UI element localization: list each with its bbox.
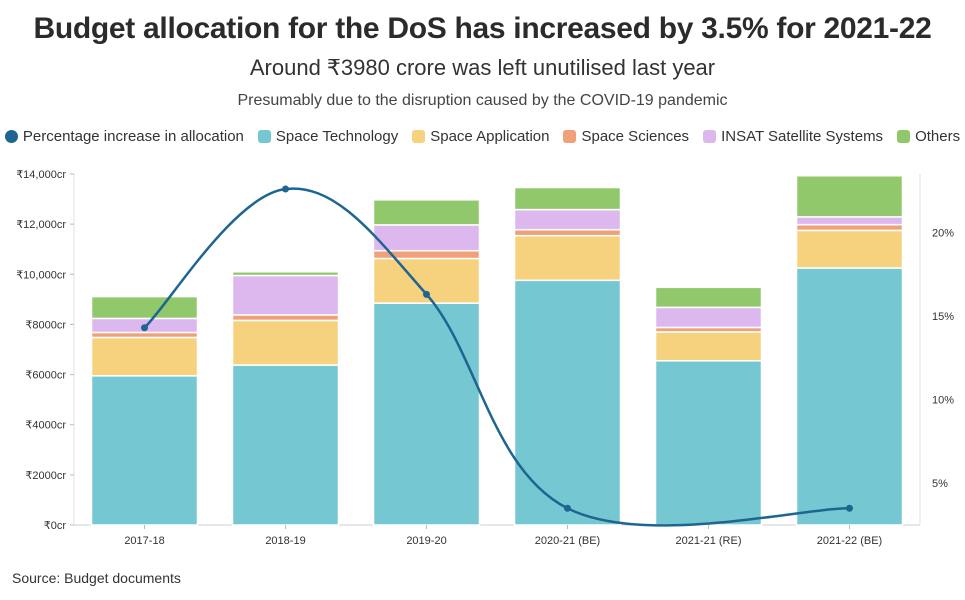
legend-label-space-sciences: Space Sciences — [581, 128, 690, 145]
x-tick-label: 2019-20 — [406, 535, 446, 547]
legend-swatch-insat — [703, 130, 717, 143]
x-tick-label: 2017-18 — [124, 535, 164, 547]
bar-segment — [90, 336, 199, 377]
bar-segment — [795, 216, 904, 226]
bar-segment — [90, 331, 199, 339]
bar-segment — [231, 314, 340, 322]
bar-segment — [513, 208, 622, 231]
legend-swatch-others — [897, 130, 911, 143]
legend-item-space-technology: Space Technology — [257, 128, 399, 145]
chart-title: Budget allocation for the DoS has increa… — [33, 12, 932, 45]
x-tick-label: 2021-21 (RE) — [675, 535, 741, 547]
y-tick-label-left: ₹4000cr — [25, 420, 66, 432]
x-tick-label: 2021-22 (BE) — [817, 535, 882, 547]
percentage-point — [282, 185, 289, 193]
bar-segment — [513, 279, 622, 526]
source-note: Source: Budget documents — [12, 570, 181, 586]
legend-swatch-percentage — [4, 130, 18, 143]
bar-segment — [513, 228, 622, 237]
legend-label-insat: INSAT Satellite Systems — [721, 128, 884, 145]
legend-item-others: Others — [897, 128, 960, 145]
y-tick-label-right: 20% — [932, 228, 954, 240]
bar-segment — [795, 229, 904, 269]
bar-segment — [90, 375, 199, 526]
legend-label-others: Others — [915, 128, 961, 145]
legend: Percentage increase in allocation Space … — [0, 128, 965, 145]
bar-segment — [654, 286, 763, 309]
bar-segment — [654, 331, 763, 362]
bar-segment — [231, 274, 340, 316]
legend-item-space-application: Space Application — [412, 128, 549, 145]
y-tick-label-right: 15% — [932, 311, 954, 323]
y-tick-label-left: ₹8000cr — [25, 319, 66, 331]
percentage-point — [141, 324, 148, 332]
bar-segment — [795, 223, 904, 232]
bar-segment — [795, 175, 904, 218]
bar-segment — [372, 199, 481, 226]
y-tick-label-left: ₹2000cr — [25, 470, 66, 482]
y-tick-label-right: 5% — [932, 478, 948, 490]
bar-segment — [231, 319, 340, 366]
bar-segment — [795, 267, 904, 526]
legend-label-space-technology: Space Technology — [275, 128, 399, 145]
legend-item-insat: INSAT Satellite Systems — [703, 128, 883, 145]
x-tick-label: 2020-21 (BE) — [535, 535, 600, 547]
y-tick-label-right: 10% — [932, 395, 954, 407]
bar-segment — [372, 302, 481, 526]
y-tick-label-left: ₹6000cr — [25, 370, 66, 382]
chart-note: Presumably due to the disruption caused … — [237, 92, 728, 109]
bar-segment — [654, 306, 763, 329]
percentage-point — [423, 290, 430, 298]
percentage-line — [143, 187, 850, 527]
legend-swatch-space-application — [412, 130, 426, 143]
legend-item-percentage: Percentage increase in allocation — [4, 128, 244, 145]
bar-segment — [654, 360, 763, 526]
y-tick-label-left: ₹14,000cr — [16, 169, 66, 181]
legend-item-space-sciences: Space Sciences — [563, 128, 689, 145]
legend-swatch-space-sciences — [563, 130, 577, 143]
legend-label-space-application: Space Application — [430, 128, 550, 145]
bar-segment — [513, 234, 622, 282]
percentage-point — [846, 504, 853, 512]
y-tick-label-left: ₹10,000cr — [16, 269, 66, 281]
bar-segment — [231, 271, 340, 277]
x-tick-label: 2018-19 — [265, 535, 305, 547]
bar-segment — [513, 186, 622, 211]
y-tick-label-left: ₹0cr — [44, 520, 67, 532]
percentage-point — [564, 504, 571, 512]
bar-segment — [90, 295, 199, 320]
bar-segment — [372, 224, 481, 252]
chart-subtitle: Around ₹3980 crore was left unutilised l… — [249, 55, 716, 80]
legend-swatch-space-technology — [257, 130, 271, 143]
bar-segment — [231, 364, 340, 526]
legend-label-percentage: Percentage increase in allocation — [22, 128, 244, 145]
y-tick-label-left: ₹12,000cr — [16, 219, 66, 231]
